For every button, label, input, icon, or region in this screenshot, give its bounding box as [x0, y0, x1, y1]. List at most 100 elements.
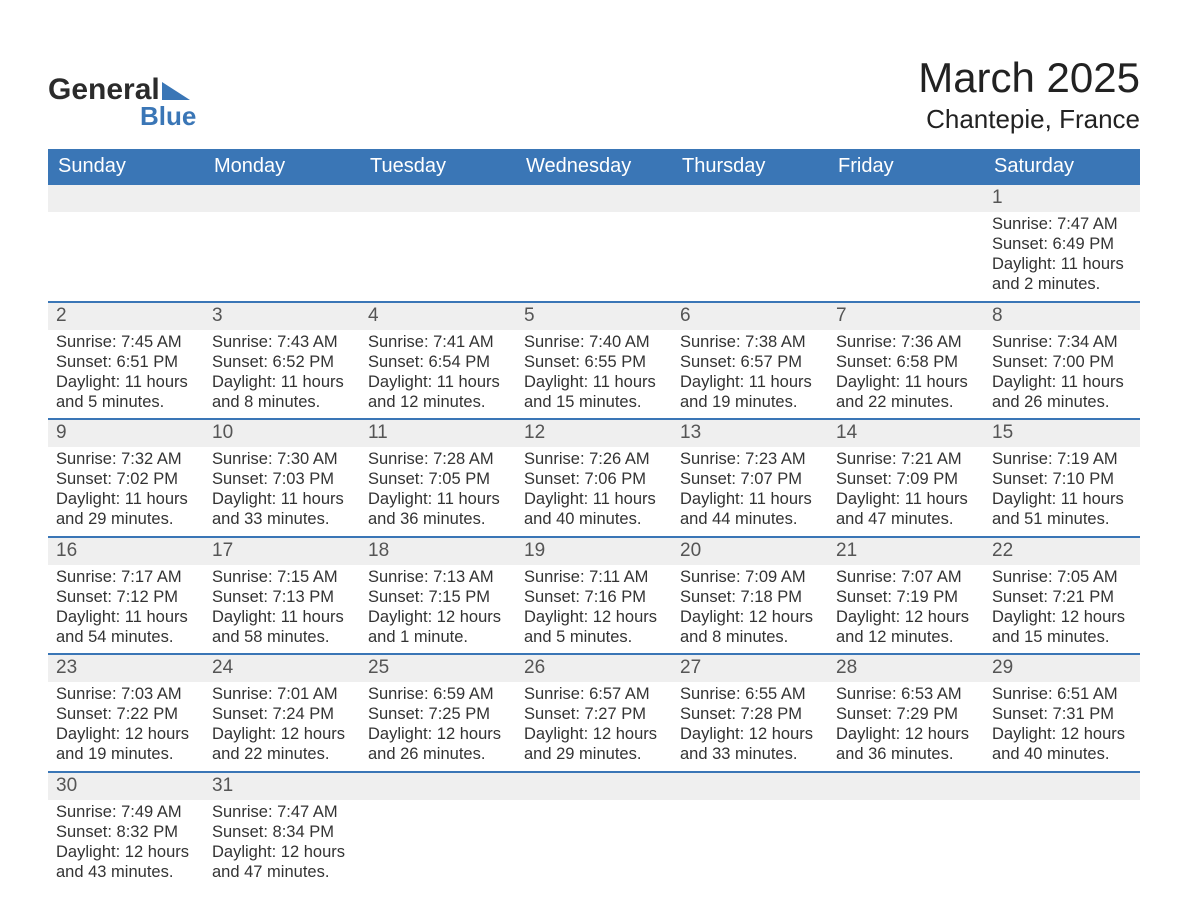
- day-number: [984, 773, 1140, 800]
- day-number-cell: 11: [360, 419, 516, 447]
- day-detail-cell: [48, 212, 204, 302]
- day-number: 15: [984, 420, 1140, 447]
- day-number-cell: 23: [48, 654, 204, 682]
- sunrise-text: Sunrise: 7:23 AM: [680, 449, 820, 469]
- day-detail: [516, 800, 672, 828]
- day-number-cell: [48, 185, 204, 212]
- day-detail-cell: Sunrise: 6:55 AMSunset: 7:28 PMDaylight:…: [672, 682, 828, 772]
- sunrise-text: Sunrise: 7:01 AM: [212, 684, 352, 704]
- week-detail-row: Sunrise: 7:32 AMSunset: 7:02 PMDaylight:…: [48, 447, 1140, 537]
- day-number: [828, 185, 984, 212]
- day-detail: Sunrise: 7:19 AMSunset: 7:10 PMDaylight:…: [984, 447, 1140, 536]
- day-detail: Sunrise: 7:38 AMSunset: 6:57 PMDaylight:…: [672, 330, 828, 419]
- sunset-text: Sunset: 8:34 PM: [212, 822, 352, 842]
- sunrise-text: Sunrise: 7:32 AM: [56, 449, 196, 469]
- day-detail: Sunrise: 7:32 AMSunset: 7:02 PMDaylight:…: [48, 447, 204, 536]
- day-detail-cell: Sunrise: 6:53 AMSunset: 7:29 PMDaylight:…: [828, 682, 984, 772]
- day-number: 30: [48, 773, 204, 800]
- day-number: 21: [828, 538, 984, 565]
- day-number-cell: 30: [48, 772, 204, 800]
- sunrise-text: Sunrise: 7:15 AM: [212, 567, 352, 587]
- sunset-text: Sunset: 7:00 PM: [992, 352, 1132, 372]
- week-number-row: 1: [48, 185, 1140, 212]
- day-detail-cell: Sunrise: 7:11 AMSunset: 7:16 PMDaylight:…: [516, 565, 672, 655]
- daylight-text: Daylight: 11 hours and 5 minutes.: [56, 372, 196, 412]
- week-detail-row: Sunrise: 7:17 AMSunset: 7:12 PMDaylight:…: [48, 565, 1140, 655]
- sunset-text: Sunset: 7:07 PM: [680, 469, 820, 489]
- sunrise-text: Sunrise: 7:11 AM: [524, 567, 664, 587]
- day-detail-cell: Sunrise: 7:43 AMSunset: 6:52 PMDaylight:…: [204, 330, 360, 420]
- calendar-table: SundayMondayTuesdayWednesdayThursdayFrid…: [48, 149, 1140, 888]
- daylight-text: Daylight: 12 hours and 29 minutes.: [524, 724, 664, 764]
- day-number: 9: [48, 420, 204, 447]
- day-detail-cell: Sunrise: 7:28 AMSunset: 7:05 PMDaylight:…: [360, 447, 516, 537]
- day-detail: Sunrise: 7:49 AMSunset: 8:32 PMDaylight:…: [48, 800, 204, 889]
- sunset-text: Sunset: 6:55 PM: [524, 352, 664, 372]
- day-detail-cell: [828, 212, 984, 302]
- day-detail: [828, 800, 984, 828]
- daylight-text: Daylight: 11 hours and 44 minutes.: [680, 489, 820, 529]
- day-number: 29: [984, 655, 1140, 682]
- day-number: [672, 185, 828, 212]
- day-detail: [828, 212, 984, 240]
- sunrise-text: Sunrise: 6:51 AM: [992, 684, 1132, 704]
- day-detail-cell: Sunrise: 6:57 AMSunset: 7:27 PMDaylight:…: [516, 682, 672, 772]
- daylight-text: Daylight: 11 hours and 54 minutes.: [56, 607, 196, 647]
- daylight-text: Daylight: 11 hours and 51 minutes.: [992, 489, 1132, 529]
- day-number-cell: 6: [672, 302, 828, 330]
- day-detail: Sunrise: 7:07 AMSunset: 7:19 PMDaylight:…: [828, 565, 984, 654]
- day-detail-cell: [204, 212, 360, 302]
- day-detail-cell: Sunrise: 7:40 AMSunset: 6:55 PMDaylight:…: [516, 330, 672, 420]
- week-number-row: 3031: [48, 772, 1140, 800]
- day-detail: Sunrise: 7:09 AMSunset: 7:18 PMDaylight:…: [672, 565, 828, 654]
- sunrise-text: Sunrise: 7:43 AM: [212, 332, 352, 352]
- day-number-cell: [204, 185, 360, 212]
- day-number: 5: [516, 303, 672, 330]
- day-detail: Sunrise: 7:28 AMSunset: 7:05 PMDaylight:…: [360, 447, 516, 536]
- daylight-text: Daylight: 11 hours and 29 minutes.: [56, 489, 196, 529]
- sunset-text: Sunset: 7:02 PM: [56, 469, 196, 489]
- weekday-header: Tuesday: [360, 149, 516, 185]
- day-detail: Sunrise: 7:47 AMSunset: 6:49 PMDaylight:…: [984, 212, 1140, 301]
- week-detail-row: Sunrise: 7:45 AMSunset: 6:51 PMDaylight:…: [48, 330, 1140, 420]
- day-number-cell: 9: [48, 419, 204, 447]
- day-detail: Sunrise: 7:13 AMSunset: 7:15 PMDaylight:…: [360, 565, 516, 654]
- day-detail-cell: Sunrise: 7:32 AMSunset: 7:02 PMDaylight:…: [48, 447, 204, 537]
- sunset-text: Sunset: 6:51 PM: [56, 352, 196, 372]
- header: General Blue March 2025 Chantepie, Franc…: [48, 36, 1140, 141]
- day-detail: Sunrise: 7:21 AMSunset: 7:09 PMDaylight:…: [828, 447, 984, 536]
- day-detail-cell: Sunrise: 6:51 AMSunset: 7:31 PMDaylight:…: [984, 682, 1140, 772]
- day-detail-cell: Sunrise: 7:21 AMSunset: 7:09 PMDaylight:…: [828, 447, 984, 537]
- daylight-text: Daylight: 12 hours and 22 minutes.: [212, 724, 352, 764]
- day-number: [828, 773, 984, 800]
- sunset-text: Sunset: 7:24 PM: [212, 704, 352, 724]
- sunset-text: Sunset: 7:28 PM: [680, 704, 820, 724]
- day-number: [672, 773, 828, 800]
- sunrise-text: Sunrise: 6:55 AM: [680, 684, 820, 704]
- sunrise-text: Sunrise: 7:21 AM: [836, 449, 976, 469]
- sunrise-text: Sunrise: 7:05 AM: [992, 567, 1132, 587]
- week-number-row: 9101112131415: [48, 419, 1140, 447]
- day-number-cell: 26: [516, 654, 672, 682]
- week-detail-row: Sunrise: 7:03 AMSunset: 7:22 PMDaylight:…: [48, 682, 1140, 772]
- day-number: 31: [204, 773, 360, 800]
- sunset-text: Sunset: 7:21 PM: [992, 587, 1132, 607]
- day-number: 17: [204, 538, 360, 565]
- sunset-text: Sunset: 7:25 PM: [368, 704, 508, 724]
- sunrise-text: Sunrise: 7:45 AM: [56, 332, 196, 352]
- daylight-text: Daylight: 11 hours and 40 minutes.: [524, 489, 664, 529]
- weekday-header: Wednesday: [516, 149, 672, 185]
- day-number: 6: [672, 303, 828, 330]
- day-number: 25: [360, 655, 516, 682]
- sunset-text: Sunset: 7:27 PM: [524, 704, 664, 724]
- calendar-header-row: SundayMondayTuesdayWednesdayThursdayFrid…: [48, 149, 1140, 185]
- daylight-text: Daylight: 12 hours and 19 minutes.: [56, 724, 196, 764]
- day-number-cell: 12: [516, 419, 672, 447]
- day-detail-cell: Sunrise: 7:38 AMSunset: 6:57 PMDaylight:…: [672, 330, 828, 420]
- day-detail-cell: Sunrise: 7:05 AMSunset: 7:21 PMDaylight:…: [984, 565, 1140, 655]
- day-number-cell: 20: [672, 537, 828, 565]
- sunrise-text: Sunrise: 7:47 AM: [992, 214, 1132, 234]
- day-number-cell: [672, 772, 828, 800]
- day-detail: Sunrise: 6:55 AMSunset: 7:28 PMDaylight:…: [672, 682, 828, 771]
- week-number-row: 23242526272829: [48, 654, 1140, 682]
